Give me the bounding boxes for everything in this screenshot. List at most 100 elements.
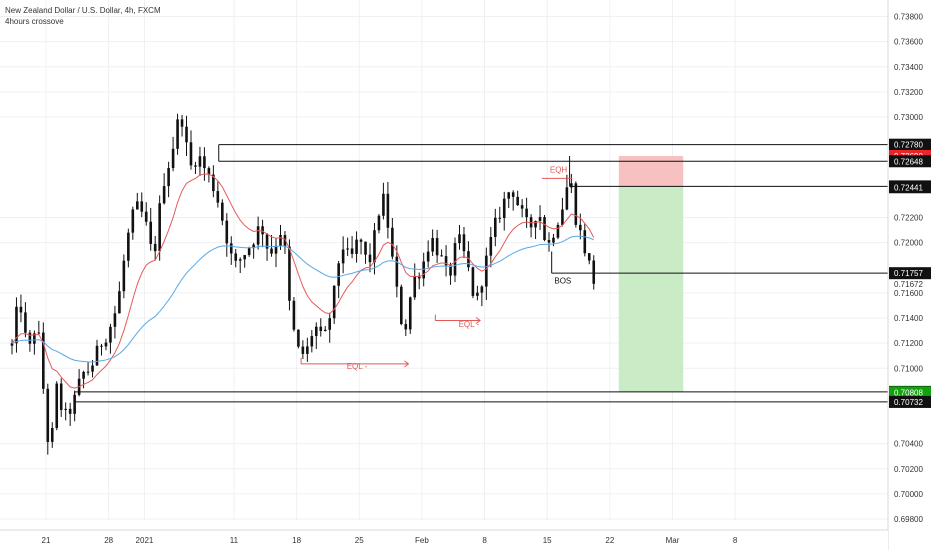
candle-body [167,168,170,187]
candle-body [534,220,537,228]
candle-body [109,326,112,343]
candle-body [337,263,340,286]
candle-body [538,217,542,221]
indicator-label[interactable]: 4hours crossove [5,17,64,26]
candle-body [592,260,596,284]
candle-body [471,267,475,296]
time-tick-label: 11 [230,536,239,545]
candle-body [212,174,215,192]
annotation-label: EQL - [347,362,368,371]
candle-body [292,300,296,330]
annotation-label: BOS [554,276,571,285]
candle-body [68,408,72,414]
candle-body [547,240,551,243]
candle-body [91,365,94,372]
candle-body [144,211,148,222]
candle-body [194,165,197,167]
candle-body [453,243,457,276]
candle-body [543,217,546,241]
candle-body [382,193,385,216]
candle-body [180,119,184,127]
moving-average-lines [11,173,595,389]
annotation-label: EQH [550,165,568,174]
candle-body [234,253,238,261]
candle-body [561,209,564,225]
price-tick-label: 0.73400 [894,63,923,72]
time-tick-label: 22 [605,536,614,545]
candle-body [493,217,497,237]
candle-body [113,313,117,327]
price-badge [889,386,931,399]
candle-body [135,201,139,210]
candle-body [64,408,67,410]
candle-body [243,255,246,260]
candle-body [417,275,421,279]
price-axis[interactable]: 0.73800 0.73600 0.73400 0.73200 0.73000 0.722… [887,0,932,550]
candle-body [100,345,103,347]
candle-body [462,234,466,252]
annotations[interactable]: EQH BOS EQL - EQL - [300,165,573,371]
grid-layer [0,0,888,520]
candle-body [216,191,220,203]
price-level-label: 0.71672 [894,280,923,289]
candle-body [579,224,582,231]
candle-body [587,253,591,261]
price-badge-label: 0.72441 [894,183,923,192]
time-tick-label: 8 [482,536,487,545]
time-tick-label: 21 [42,536,51,545]
candle-body [498,217,502,219]
candle-body [422,261,425,279]
candle-body [42,332,45,389]
candle-body [435,238,439,256]
symbol-title[interactable]: New Zealand Dollar / U.S. Dollar, 4h, FX… [5,6,161,15]
time-tick-label: Mar [666,536,680,545]
candle-body [556,224,560,238]
candle-body [270,248,273,254]
price-badge [889,155,931,168]
candle-body [207,168,211,175]
candle-body [283,235,287,247]
price-badge-label: 0.71757 [894,269,923,278]
candle-body [301,346,305,354]
candle-body [15,306,18,344]
candle-body [485,255,488,287]
candle-body [162,186,166,204]
time-tick-label: 8 [733,536,738,545]
price-tick-label: 0.73800 [894,13,923,22]
price-tick-label: 0.71200 [894,339,923,348]
level-lines[interactable] [74,144,888,403]
price-tick-label: 0.70200 [894,465,923,474]
candle-body [373,230,376,263]
price-tick-label: 0.69800 [894,515,923,524]
candle-body [288,246,291,301]
candle-body [19,306,23,313]
price-tick-label: 0.73600 [894,38,923,47]
candle-body [225,220,229,244]
ema-fast-line [11,173,595,389]
candle-body [413,275,417,298]
candle-body [59,383,63,410]
candle-body [386,193,390,228]
candle-body [158,203,161,252]
candle-body [306,346,309,354]
risk-reward-zones[interactable] [618,155,684,392]
candle-body [104,342,108,347]
candle-body [203,156,206,169]
candle-body [46,388,50,442]
candle-body [391,227,394,257]
candle-body [520,205,524,209]
candle-body [323,329,327,331]
candle-body [50,427,54,442]
candle-body [198,156,202,167]
candle-body [350,248,354,254]
time-tick-label: 15 [543,536,552,545]
candle-body [131,209,135,233]
candle-body [297,329,300,347]
candle-body [95,345,99,366]
time-axis-bg [0,530,888,550]
time-axis[interactable]: 21 28 2021 11 18 25 Feb 8 15 22 Mar 8 [0,529,888,550]
ema-slow-line [11,235,594,363]
candle-body [33,333,36,344]
